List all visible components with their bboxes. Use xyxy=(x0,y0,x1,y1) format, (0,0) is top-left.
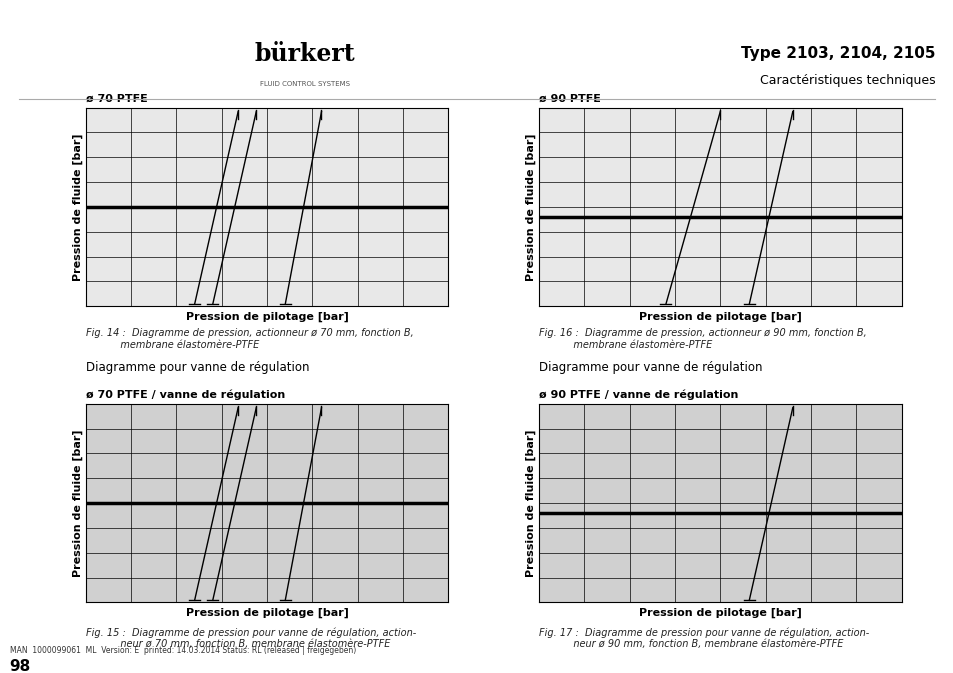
Text: Fig. 14 :  Diagramme de pression, actionneur ø 70 mm, fonction B,
           mem: Fig. 14 : Diagramme de pression, actionn… xyxy=(86,328,414,350)
Text: Type 2103, 2104, 2105: Type 2103, 2104, 2105 xyxy=(740,46,935,61)
Text: Diagramme pour vanne de régulation: Diagramme pour vanne de régulation xyxy=(86,361,309,374)
Y-axis label: Pression de fluide [bar]: Pression de fluide [bar] xyxy=(525,133,536,281)
Y-axis label: Pression de fluide [bar]: Pression de fluide [bar] xyxy=(72,429,83,577)
Text: Fig. 17 :  Diagramme de pression pour vanne de régulation, action-
           ne: Fig. 17 : Diagramme de pression pour van… xyxy=(538,627,868,649)
Text: Diagramme pour vanne de régulation: Diagramme pour vanne de régulation xyxy=(538,361,761,374)
Text: Caractéristiques techniques: Caractéristiques techniques xyxy=(760,74,935,87)
Text: ø 90 PTFE / vanne de régulation: ø 90 PTFE / vanne de régulation xyxy=(538,390,738,400)
Text: MAN  1000099061  ML  Version: E  printed: 14.03.2014 Status: RL (released | frei: MAN 1000099061 ML Version: E printed: 14… xyxy=(10,647,355,656)
Text: ø 70 PTFE: ø 70 PTFE xyxy=(86,94,148,104)
Text: Fig. 16 :  Diagramme de pression, actionneur ø 90 mm, fonction B,
           mem: Fig. 16 : Diagramme de pression, actionn… xyxy=(538,328,866,350)
Text: FLUID CONTROL SYSTEMS: FLUID CONTROL SYSTEMS xyxy=(260,81,350,87)
Text: Fig. 15 :  Diagramme de pression pour vanne de régulation, action-
           ne: Fig. 15 : Diagramme de pression pour van… xyxy=(86,627,416,649)
X-axis label: Pression de pilotage [bar]: Pression de pilotage [bar] xyxy=(186,312,348,322)
Text: ø 70 PTFE / vanne de régulation: ø 70 PTFE / vanne de régulation xyxy=(86,390,285,400)
Text: ø 90 PTFE: ø 90 PTFE xyxy=(538,94,600,104)
Text: 98: 98 xyxy=(10,660,30,673)
Y-axis label: Pression de fluide [bar]: Pression de fluide [bar] xyxy=(72,133,83,281)
X-axis label: Pression de pilotage [bar]: Pression de pilotage [bar] xyxy=(639,312,801,322)
Text: français: français xyxy=(680,651,749,666)
Text: bürkert: bürkert xyxy=(254,42,355,66)
Y-axis label: Pression de fluide [bar]: Pression de fluide [bar] xyxy=(525,429,536,577)
X-axis label: Pression de pilotage [bar]: Pression de pilotage [bar] xyxy=(186,608,348,618)
X-axis label: Pression de pilotage [bar]: Pression de pilotage [bar] xyxy=(639,608,801,618)
